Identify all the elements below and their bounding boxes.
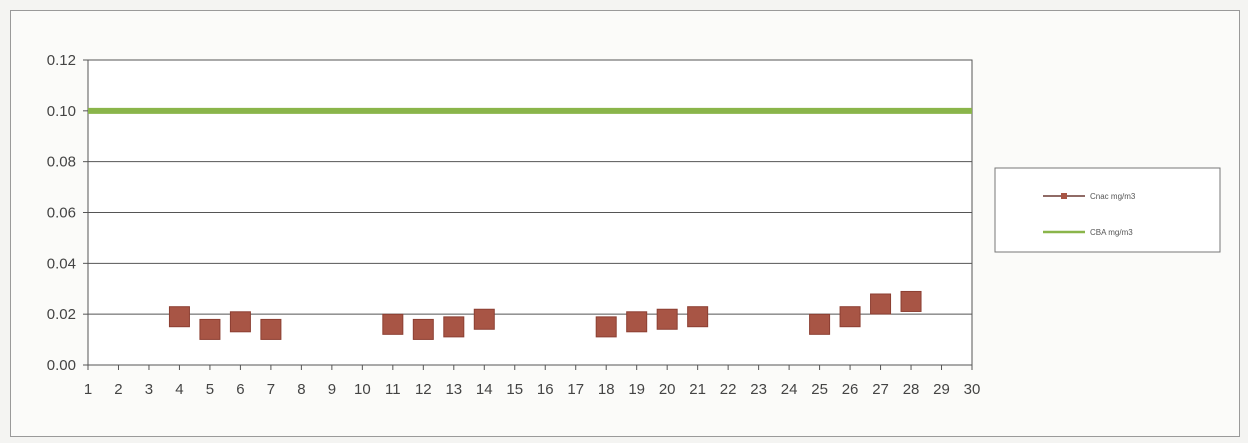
x-tick-label: 24 xyxy=(781,381,798,398)
y-tick-label: 0.10 xyxy=(47,103,76,120)
x-tick-label: 11 xyxy=(385,381,401,398)
x-tick-label: 22 xyxy=(720,381,737,398)
y-tick-label: 0.04 xyxy=(47,255,76,272)
x-tick-label: 30 xyxy=(964,381,981,398)
x-tick-label: 19 xyxy=(628,381,645,398)
x-tick-label: 1 xyxy=(84,381,92,398)
x-tick-label: 13 xyxy=(445,381,462,398)
x-tick-label: 5 xyxy=(206,381,214,398)
legend-marker-cnac xyxy=(1061,193,1067,199)
data-point xyxy=(229,311,251,333)
x-tick-label: 16 xyxy=(537,381,554,398)
data-point xyxy=(595,316,617,338)
data-point xyxy=(656,308,678,330)
data-point xyxy=(443,316,465,338)
x-tick-label: 25 xyxy=(811,381,828,398)
x-tick-label: 9 xyxy=(328,381,336,398)
x-axis-ticks: 1 2 3 4 5 6 7 8 9 10 11 12 13 14 15 16 17 18 19 20 21 22 23 24 2… xyxy=(84,365,981,398)
x-tick-label: 7 xyxy=(267,381,275,398)
y-tick-label: 0.02 xyxy=(47,306,76,323)
x-tick-label: 28 xyxy=(903,381,920,398)
series-layer xyxy=(88,107,972,340)
legend-label-cba: CBA mg/m3 xyxy=(1090,228,1133,237)
data-point xyxy=(870,293,892,315)
y-tick-label: 0.12 xyxy=(47,52,76,69)
x-tick-label: 6 xyxy=(236,381,244,398)
x-tick-label: 18 xyxy=(598,381,615,398)
x-tick-label: 4 xyxy=(175,381,183,398)
data-point xyxy=(809,313,831,335)
x-tick-label: 23 xyxy=(750,381,767,398)
data-point xyxy=(260,318,282,340)
legend-label-cnac: Cnac mg/m3 xyxy=(1090,192,1136,201)
data-point xyxy=(199,318,221,340)
x-tick-label: 3 xyxy=(145,381,153,398)
legend-box xyxy=(994,167,1221,253)
x-tick-label: 20 xyxy=(659,381,676,398)
data-point xyxy=(839,306,861,328)
x-tick-label: 10 xyxy=(354,381,371,398)
y-tick-label: 0.00 xyxy=(47,357,76,374)
x-tick-label: 8 xyxy=(297,381,305,398)
y-tick-label: 0.06 xyxy=(47,205,76,222)
x-tick-label: 12 xyxy=(415,381,432,398)
data-point xyxy=(412,318,434,340)
x-tick-label: 26 xyxy=(842,381,859,398)
data-point xyxy=(900,290,922,312)
data-point xyxy=(626,311,648,333)
data-point xyxy=(382,313,404,335)
x-tick-label: 15 xyxy=(506,381,523,398)
x-tick-label: 29 xyxy=(933,381,950,398)
y-tick-label: 0.08 xyxy=(47,154,76,171)
x-tick-label: 17 xyxy=(567,381,584,398)
x-tick-label: 27 xyxy=(872,381,889,398)
x-tick-label: 21 xyxy=(689,381,706,398)
data-point xyxy=(168,306,190,328)
legend: Cnac mg/m3 CBA mg/m3 xyxy=(994,167,1221,253)
data-point xyxy=(687,306,709,328)
y-axis-ticks: 0.00 0.02 0.04 0.06 0.08 0.10 0.12 xyxy=(47,52,88,374)
x-tick-label: 14 xyxy=(476,381,493,398)
data-point xyxy=(473,308,495,330)
x-tick-label: 2 xyxy=(114,381,122,398)
